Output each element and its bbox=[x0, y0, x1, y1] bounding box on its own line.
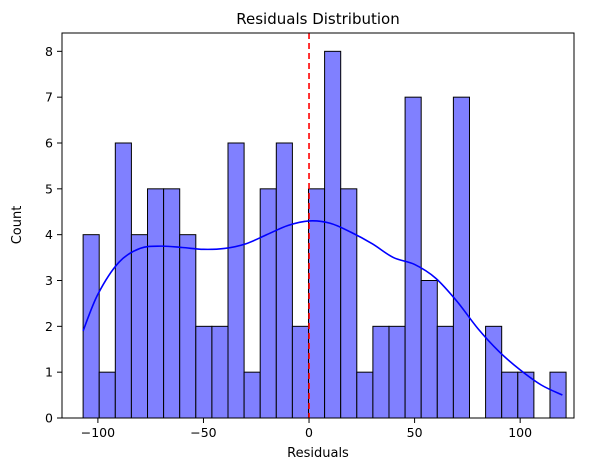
histogram-bar bbox=[420, 280, 438, 419]
x-tick-label: −100 bbox=[81, 425, 115, 440]
histogram-bar bbox=[163, 188, 181, 419]
x-axis: −100 −50 0 50 100 bbox=[81, 418, 532, 440]
y-tick-label: 0 bbox=[45, 411, 53, 426]
y-axis: 0 1 2 3 4 5 6 7 8 bbox=[45, 44, 62, 426]
histogram-bar bbox=[436, 325, 454, 419]
histogram-bar bbox=[147, 188, 165, 419]
histogram-bar bbox=[211, 325, 229, 419]
histogram-bar bbox=[275, 142, 293, 419]
y-tick-label: 7 bbox=[45, 90, 53, 105]
histogram-bar bbox=[98, 371, 116, 419]
chart-title: Residuals Distribution bbox=[236, 10, 399, 28]
x-tick-label: 0 bbox=[305, 425, 313, 440]
histogram-bar bbox=[388, 325, 406, 419]
histogram-bar bbox=[227, 142, 245, 419]
histogram-bar bbox=[356, 371, 374, 419]
bars-group bbox=[82, 50, 567, 419]
histogram-bar bbox=[291, 325, 309, 419]
histogram-bar bbox=[404, 96, 422, 419]
y-tick-label: 8 bbox=[45, 44, 53, 59]
histogram-bar bbox=[372, 325, 390, 419]
y-tick-label: 1 bbox=[45, 365, 53, 380]
plot-frame bbox=[61, 32, 575, 419]
y-tick-label: 6 bbox=[45, 136, 53, 151]
histogram-bar bbox=[114, 142, 132, 419]
histogram-bar bbox=[259, 188, 277, 419]
histogram-bar bbox=[549, 371, 567, 419]
x-tick-label: 100 bbox=[508, 425, 532, 440]
histogram-bar bbox=[340, 188, 358, 419]
histogram-bar bbox=[130, 234, 149, 419]
histogram-bar bbox=[501, 371, 519, 419]
y-tick-label: 3 bbox=[45, 273, 53, 288]
histogram-bar bbox=[324, 50, 342, 419]
histogram-bar bbox=[243, 371, 261, 419]
histogram-bar bbox=[308, 188, 326, 419]
histogram-bar bbox=[179, 234, 197, 419]
x-tick-label: 50 bbox=[407, 425, 423, 440]
y-tick-label: 5 bbox=[45, 181, 53, 196]
kde-group bbox=[82, 220, 563, 396]
y-axis-label: Count bbox=[10, 206, 25, 245]
y-tick-label: 2 bbox=[45, 319, 53, 334]
histogram-bar bbox=[195, 325, 213, 419]
x-axis-label: Residuals bbox=[287, 446, 349, 461]
x-tick-label: −50 bbox=[190, 425, 216, 440]
histogram-bar bbox=[452, 96, 470, 419]
kde-line bbox=[82, 220, 563, 396]
y-tick-label: 4 bbox=[45, 227, 53, 242]
